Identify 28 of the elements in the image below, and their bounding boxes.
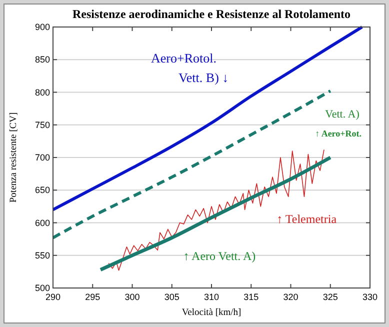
y-tick-label: 650 xyxy=(34,185,50,196)
y-tick-label: 750 xyxy=(34,120,50,130)
y-tick-label: 850 xyxy=(34,54,50,65)
x-tick-label: 295 xyxy=(85,292,100,302)
y-tick-label: 500 xyxy=(34,283,50,293)
annotation: Aero+Rotol. xyxy=(151,50,216,66)
annotation: ↑ Aero Vett. A) xyxy=(183,249,256,264)
x-tick-label: 305 xyxy=(164,292,180,302)
line-series xyxy=(52,26,364,212)
x-tick-label: 325 xyxy=(322,292,338,302)
y-axis-title: Potenza resistente [CV] xyxy=(9,112,19,203)
x-tick-label: 290 xyxy=(45,292,61,302)
annotation: Vett. B) ↓ xyxy=(178,70,229,86)
annotation: ↑ Aero+Rot. xyxy=(315,128,362,139)
y-tick-label: 700 xyxy=(34,152,50,162)
x-tick-label: 320 xyxy=(283,292,298,302)
y-tick-label: 800 xyxy=(34,87,50,98)
x-tick-label: 300 xyxy=(124,292,140,302)
x-tick-label: 310 xyxy=(204,292,220,302)
x-tick-label: 330 xyxy=(362,292,378,302)
y-tick-label: 550 xyxy=(34,250,50,260)
chart-title: Resistenze aerodinamiche e Resistenze al Rotolamento xyxy=(72,7,351,21)
annotation: ↑ Telemetria xyxy=(276,212,338,226)
y-tick-label: 900 xyxy=(34,22,50,32)
x-axis-title: Velocità [km/h] xyxy=(182,308,242,318)
annotation: Vett. A) xyxy=(325,108,360,121)
x-tick-label: 315 xyxy=(244,292,259,302)
y-tick-label: 600 xyxy=(34,218,50,228)
